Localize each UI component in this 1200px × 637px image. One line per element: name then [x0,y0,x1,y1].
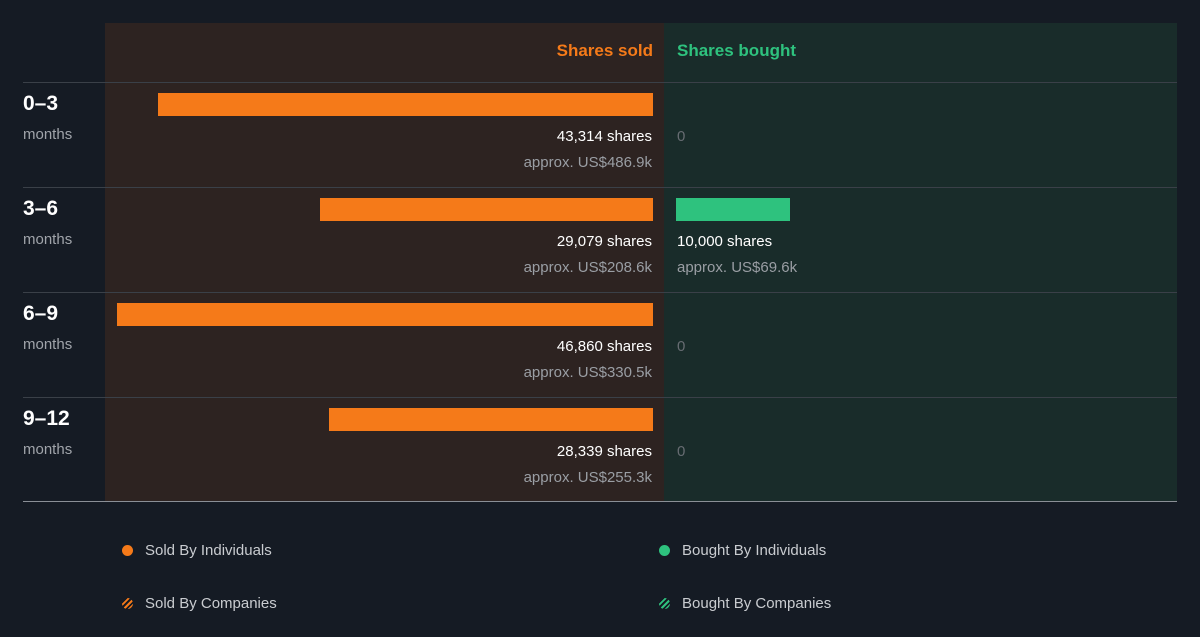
sold-approx-label: approx. US$330.5k [523,364,652,381]
period-label: 0–3 [23,92,59,115]
legend-label: Bought By Companies [682,595,832,612]
bought-value-label: 0 [677,443,686,460]
period-unit: months [23,126,73,143]
row-divider [23,187,1177,188]
period-label: 6–9 [23,302,59,325]
period-row: 9–12 months 28,339 shares approx. US$255.3k… [23,397,1177,502]
legend-item: Sold By Companies [122,595,277,612]
bar-sold [329,408,653,431]
chart-baseline [23,501,1177,502]
legend-label: Bought By Individuals [682,542,827,559]
period-unit: months [23,441,73,458]
bar-sold [158,93,653,116]
legend-item: Bought By Companies [659,595,831,612]
bought-value-label: 10,000 shares [677,233,773,250]
legend-item: Bought By Individuals [659,542,826,559]
period-row: 0–3 months 43,314 shares approx. US$486.9k 0 [23,82,1177,187]
bought-panel [664,23,1177,501]
legend-label: Sold By Individuals [145,542,272,559]
legend-item: Sold By Individuals [122,542,272,559]
row-divider [23,397,1177,398]
period-unit: months [23,336,73,353]
legend-dot-icon [659,545,670,556]
period-row: 6–9 months 46,860 shares approx. US$330.5k 0 [23,292,1177,397]
sold-value-label: 28,339 shares [556,443,652,460]
sold-approx-label: approx. US$486.9k [523,154,652,171]
legend-hatch-icon [122,598,133,609]
legend-dot-icon [122,545,133,556]
header-shares-sold: Shares sold [556,41,653,60]
bar-bought [676,198,790,221]
row-divider [23,82,1177,83]
sold-value-label: 46,860 shares [556,338,652,355]
sold-value-label: 43,314 shares [556,128,652,145]
legend-hatch-icon [659,598,670,609]
period-unit: months [23,231,73,248]
sold-approx-label: approx. US$255.3k [523,469,652,486]
bought-approx-label: approx. US$69.6k [677,259,798,276]
bar-sold [320,198,653,221]
period-label: 3–6 [23,197,59,220]
period-label: 9–12 [23,407,70,430]
period-row: 3–6 months 29,079 shares approx. US$208.6k 1… [23,187,1177,292]
bar-sold [117,303,653,326]
row-divider [23,292,1177,293]
bought-value-label: 0 [677,128,686,145]
sold-approx-label: approx. US$208.6k [523,259,652,276]
header-shares-bought: Shares bought [677,41,797,60]
bought-value-label: 0 [677,338,686,355]
sold-value-label: 29,079 shares [556,233,652,250]
legend-label: Sold By Companies [145,595,277,612]
